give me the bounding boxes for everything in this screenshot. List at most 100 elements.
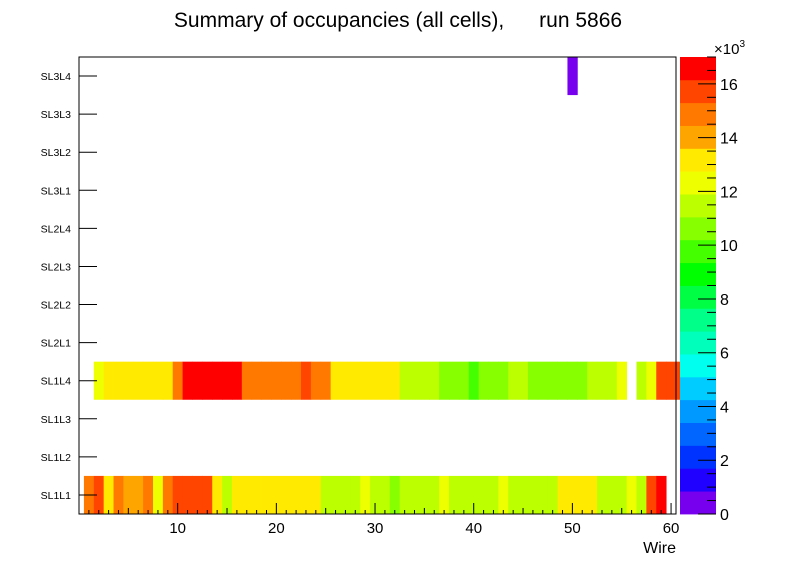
color-band	[680, 79, 716, 104]
cell-SL1L1-33	[399, 475, 410, 514]
cell-SL1L1-14	[212, 475, 223, 514]
cell-SL1L1-53	[597, 475, 608, 514]
cell-SL1L1-59	[656, 475, 667, 514]
cell-SL1L4-9	[162, 361, 174, 400]
y-category-label: SL1L4	[41, 376, 72, 388]
y-category-label: SL3L4	[41, 71, 72, 83]
cell-SL1L4-14	[212, 361, 223, 400]
cell-SL1L1-40	[468, 475, 480, 514]
cell-SL1L4-44	[508, 361, 519, 400]
color-scale: 0 2 4 6 8 10 12 14 16	[680, 56, 738, 524]
x-tick-label: 40	[465, 520, 482, 537]
cell-SL1L4-25	[320, 361, 332, 400]
cell-SL1L1-9	[162, 475, 174, 514]
cell-SL1L1-24	[310, 475, 322, 514]
cell-SL1L4-7	[143, 361, 154, 400]
z-tick-label: 4	[720, 399, 729, 416]
cell-SL1L4-55	[616, 361, 628, 400]
x-tick-label: 60	[663, 520, 680, 537]
cell-SL1L4-37	[439, 361, 450, 400]
y-category-label: SL2L2	[41, 300, 72, 312]
cell-SL1L4-18	[251, 361, 262, 400]
cell-SL1L4-6	[133, 361, 144, 400]
cell-SL1L4-22	[291, 361, 302, 400]
z-tick-label: 2	[720, 453, 729, 470]
cell-SL1L1-21	[281, 475, 292, 514]
cell-SL1L1-2	[93, 475, 105, 514]
cell-SL1L4-27	[340, 361, 351, 400]
cell-SL1L4-60	[666, 361, 677, 400]
cell-SL1L1-42	[488, 475, 499, 514]
color-band	[680, 491, 716, 515]
cell-SL1L4-31	[379, 361, 391, 400]
cell-SL1L1-47	[537, 475, 549, 514]
z-tick-label: 0	[720, 507, 729, 524]
cell-SL1L4-12	[192, 361, 203, 400]
cell-SL1L4-57	[636, 361, 647, 400]
color-band	[680, 216, 716, 241]
cell-SL1L1-17	[241, 475, 253, 514]
color-band	[680, 331, 716, 355]
x-tick-label: 20	[268, 520, 285, 537]
cell-SL1L4-54	[606, 361, 618, 400]
color-band	[680, 171, 716, 195]
cell-SL1L1-57	[636, 475, 647, 514]
cell-SL1L1-48	[547, 475, 558, 514]
cell-SL1L1-58	[646, 475, 657, 514]
x-axis: 10 20 30 40 50 60	[88, 503, 680, 537]
cell-SL1L4-49	[557, 361, 568, 400]
cell-SL1L1-34	[409, 475, 420, 514]
cell-SL1L4-4	[113, 361, 124, 400]
cell-SL1L1-30	[370, 475, 381, 514]
cell-SL1L1-6	[133, 475, 144, 514]
cell-SL1L4-41	[478, 361, 489, 400]
cell-SL1L1-7	[143, 475, 154, 514]
cell-SL1L4-5	[123, 361, 134, 400]
cell-SL1L1-46	[527, 475, 539, 514]
cell-SL1L1-31	[379, 475, 391, 514]
z-tick-label: 10	[720, 238, 738, 255]
color-band	[680, 57, 716, 81]
cell-SL1L4-20	[271, 361, 282, 400]
cell-SL1L1-12	[192, 475, 203, 514]
cell-SL1L1-28	[350, 475, 361, 514]
cell-SL1L4-11	[182, 361, 193, 400]
x-tick-label: 50	[564, 520, 581, 537]
x-tick-label: 10	[169, 520, 186, 537]
cell-SL1L1-19	[261, 475, 272, 514]
cell-SL1L4-23	[301, 361, 312, 400]
color-band	[680, 354, 716, 378]
cell-SL1L1-37	[439, 475, 450, 514]
cell-SL1L4-35	[419, 361, 430, 400]
cell-SL1L1-32	[389, 475, 401, 514]
cell-SL1L4-13	[202, 361, 213, 400]
color-band	[680, 422, 716, 446]
y-category-label: SL1L1	[41, 490, 72, 502]
cell-SL1L4-50	[567, 361, 578, 400]
cell-SL1L4-48	[547, 361, 558, 400]
cell-SL1L1-16	[231, 475, 243, 514]
color-band	[680, 194, 716, 218]
x-axis-title: Wire	[643, 540, 676, 557]
cell-SL1L1-54	[606, 475, 618, 514]
cell-SL1L4-26	[330, 361, 341, 400]
z-tick-label: 6	[720, 346, 729, 363]
y-category-label: SL3L2	[41, 147, 72, 159]
color-band	[680, 285, 716, 309]
cell-SL1L4-51	[577, 361, 588, 400]
cell-SL1L4-53	[597, 361, 608, 400]
color-band	[680, 239, 716, 264]
cell-SL1L4-52	[587, 361, 598, 400]
cell-SL1L1-20	[271, 475, 282, 514]
cell-SL1L4-45	[518, 361, 529, 400]
cell-SL1L4-3	[103, 361, 114, 400]
cell-SL1L1-45	[518, 475, 529, 514]
color-band	[680, 399, 716, 423]
cell-SL1L4-29	[360, 361, 371, 400]
y-category-label: SL2L4	[41, 223, 72, 235]
y-axis: SL1L1 SL1L2 SL1L3 SL1L4 SL2L1 SL2L2 SL2L3 SL2L4…	[41, 71, 97, 502]
color-band	[680, 445, 716, 469]
cell-SL1L1-52	[587, 475, 598, 514]
z-tick-label: 8	[720, 292, 729, 309]
cell-SL1L1-23	[301, 475, 312, 514]
